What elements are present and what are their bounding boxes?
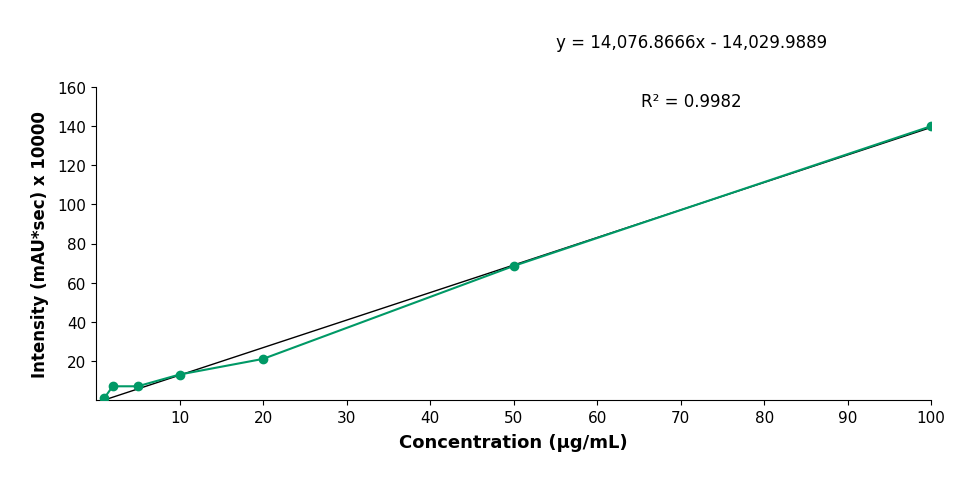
Text: y = 14,076.8666x - 14,029.9889: y = 14,076.8666x - 14,029.9889 — [556, 34, 827, 52]
Y-axis label: Intensity (mAU*sec) x 10000: Intensity (mAU*sec) x 10000 — [31, 111, 49, 377]
X-axis label: Concentration (µg/mL): Concentration (µg/mL) — [399, 433, 628, 451]
Text: R² = 0.9982: R² = 0.9982 — [641, 93, 741, 111]
